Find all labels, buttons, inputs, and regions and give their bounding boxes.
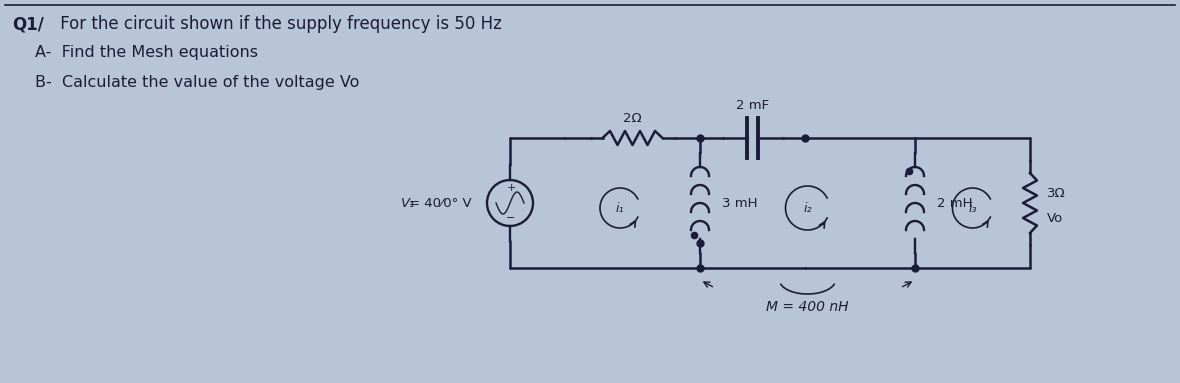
Text: i₁: i₁ (616, 201, 624, 214)
Text: 3 mH: 3 mH (722, 196, 758, 210)
Text: B-  Calculate the value of the voltage Vo: B- Calculate the value of the voltage Vo (35, 75, 360, 90)
Text: +: + (506, 183, 516, 193)
Text: 3Ω: 3Ω (1047, 187, 1066, 200)
Text: 2 mH: 2 mH (937, 196, 972, 210)
Text: M = 400 nH: M = 400 nH (766, 300, 848, 314)
Text: A-  Find the Mesh equations: A- Find the Mesh equations (35, 45, 258, 60)
Text: i₂: i₂ (804, 201, 812, 214)
Text: For the circuit shown if the supply frequency is 50 Hz: For the circuit shown if the supply freq… (55, 15, 502, 33)
Text: Vo: Vo (1047, 211, 1063, 224)
Text: Q1/: Q1/ (12, 15, 44, 33)
Text: 2 mF: 2 mF (736, 99, 769, 112)
Text: V₁: V₁ (400, 196, 415, 210)
Text: = 40⁄0° V: = 40⁄0° V (409, 196, 472, 210)
Text: 2Ω: 2Ω (623, 112, 642, 125)
Text: i₃: i₃ (969, 201, 977, 214)
Text: −: − (506, 213, 516, 223)
